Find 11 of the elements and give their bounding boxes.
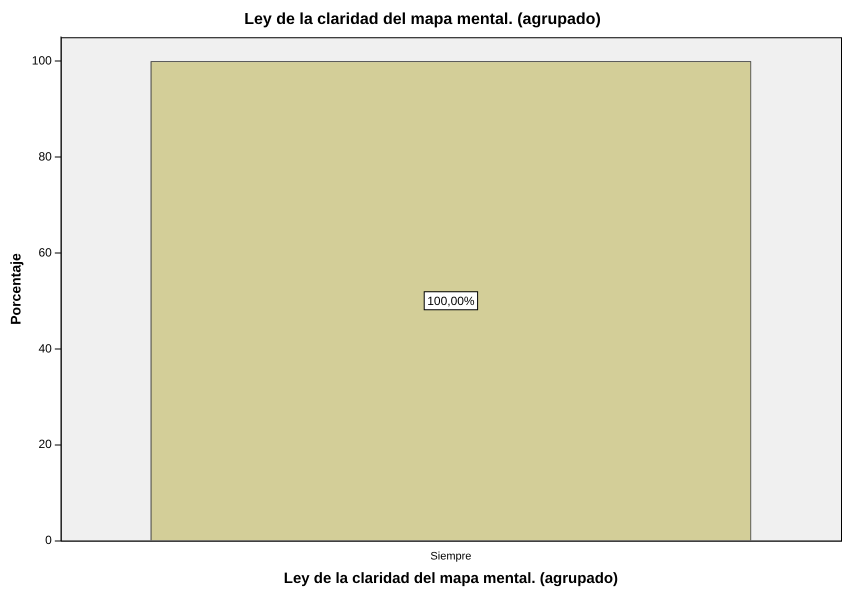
y-tick-label: 40 (38, 341, 52, 356)
y-tick-label: 0 (45, 533, 52, 548)
data-label: 100,00% (427, 294, 475, 308)
x-axis-title: Ley de la claridad del mapa mental. (agrupado) (284, 570, 618, 588)
y-tick-label: 100 (32, 53, 52, 68)
y-tick-label: 80 (38, 149, 52, 164)
chart-title: Ley de la claridad del mapa mental. (agrupado) (244, 11, 601, 28)
x-tick-label: Siempre (430, 550, 472, 562)
y-tick-label: 60 (38, 245, 52, 260)
y-tick-label: 20 (38, 437, 52, 452)
y-axis-title: Porcentaje (7, 252, 24, 325)
